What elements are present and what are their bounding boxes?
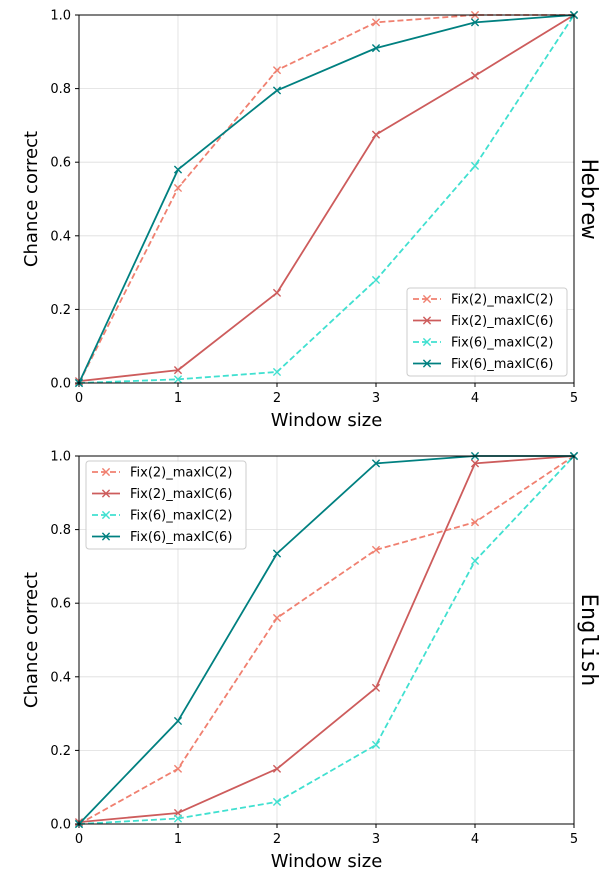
- legend-entry: Fix(2)_maxIC(2): [130, 466, 232, 481]
- data-point: [272, 288, 282, 297]
- legend: Fix(2)_maxIC(2) Fix(2)_maxIC(6) Fix(6)_max…: [85, 460, 247, 550]
- y-tick-label: 0.6: [50, 156, 71, 171]
- facet-label: English: [576, 594, 600, 687]
- series-line-3: [78, 14, 575, 384]
- facet-label: Hebrew: [576, 159, 600, 239]
- legend-marker: [101, 489, 111, 498]
- y-axis-label: Chance correct: [21, 131, 42, 267]
- y-axis-label: Chance correct: [21, 572, 42, 708]
- legend-box: [406, 287, 568, 377]
- legend-marker: [422, 337, 432, 347]
- plot-frame: [78, 14, 575, 384]
- series-line-3: [78, 455, 575, 825]
- data-point: [173, 165, 183, 174]
- data-point: [371, 44, 381, 53]
- chart-panel-english: 0 1 2 3 4 5 0.0 0.2 0.4 0.6 0.8 1.0 Window size Chanc…: [21, 450, 600, 873]
- y-tick-label: 0.4: [50, 670, 71, 685]
- y-tick-label: 0.2: [50, 303, 71, 318]
- series-line-2: [78, 14, 575, 383]
- data-point: [272, 66, 282, 75]
- data-point: [470, 459, 480, 468]
- data-point: [371, 740, 381, 749]
- legend-marker: [422, 294, 432, 304]
- data-point: [371, 275, 381, 285]
- legend-entry: Fix(6)_maxIC(6): [130, 530, 232, 545]
- data-point: [470, 518, 480, 527]
- y-tick-label: 1.0: [50, 450, 71, 465]
- legend-entry: Fix(6)_maxIC(6): [451, 357, 553, 372]
- x-tick-label: 5: [570, 832, 578, 847]
- legend-entry: Fix(2)_maxIC(2): [451, 293, 553, 308]
- data-point: [371, 545, 381, 554]
- y-tick-label: 0.4: [50, 229, 71, 244]
- x-tick-label: 5: [570, 391, 578, 406]
- legend-marker: [422, 316, 432, 325]
- y-tick-label: 0.2: [50, 744, 71, 759]
- x-tick-label: 4: [471, 832, 479, 847]
- data-point: [173, 183, 183, 193]
- legend: Fix(2)_maxIC(2) Fix(2)_maxIC(6) Fix(6)_max…: [406, 287, 568, 377]
- legend-marker: [422, 359, 432, 368]
- data-point: [173, 814, 183, 823]
- legend-entry: Fix(2)_maxIC(6): [130, 487, 232, 502]
- series-line-4: [78, 14, 575, 384]
- data-point: [470, 18, 480, 27]
- x-tick-label: 1: [174, 391, 182, 406]
- y-tick-label: 1.0: [50, 9, 71, 24]
- legend-marker: [101, 510, 111, 520]
- y-tick-label: 0.8: [50, 523, 71, 538]
- x-tick-label: 1: [174, 832, 182, 847]
- chart-panel-hebrew: 0 1 2 3 4 5 0.0 0.2 0.4 0.6 0.8 1.0 Window size Chanc…: [21, 9, 600, 432]
- y-tick-label: 0.0: [50, 818, 71, 833]
- x-tick-label: 3: [372, 391, 380, 406]
- x-tick-label: 2: [273, 391, 281, 406]
- legend-entry: Fix(2)_maxIC(6): [451, 314, 553, 329]
- data-point: [173, 764, 183, 773]
- x-tick-label: 2: [273, 832, 281, 847]
- data-point: [371, 459, 381, 468]
- legend-marker: [101, 467, 111, 477]
- x-axis-label: Window size: [271, 410, 383, 431]
- legend-entry: Fix(6)_maxIC(2): [130, 509, 232, 524]
- data-point: [272, 764, 282, 773]
- data-point: [173, 366, 183, 375]
- x-tick-label: 0: [75, 832, 83, 847]
- data-point: [173, 716, 183, 726]
- legend-marker: [101, 532, 111, 541]
- x-tick-label: 0: [75, 391, 83, 406]
- data-point: [470, 556, 480, 565]
- data-point: [272, 86, 282, 95]
- data-point: [371, 18, 381, 27]
- data-point: [470, 71, 480, 80]
- data-point: [371, 130, 381, 139]
- data-point: [272, 549, 282, 558]
- y-tick-label: 0.0: [50, 377, 71, 392]
- series-line-2: [78, 455, 575, 824]
- data-point: [470, 161, 480, 170]
- data-point: [371, 683, 381, 692]
- legend-box: [85, 460, 247, 550]
- y-tick-label: 0.8: [50, 82, 71, 97]
- data-point: [272, 613, 282, 623]
- data-point: [272, 797, 282, 807]
- x-tick-label: 3: [372, 832, 380, 847]
- series-line-1: [78, 455, 575, 825]
- x-tick-label: 4: [471, 391, 479, 406]
- data-point: [272, 367, 282, 377]
- y-tick-label: 0.6: [50, 597, 71, 612]
- plot-frame: [78, 455, 575, 825]
- data-point: [173, 375, 183, 384]
- x-axis-label: Window size: [271, 851, 383, 872]
- legend-entry: Fix(6)_maxIC(2): [451, 336, 553, 351]
